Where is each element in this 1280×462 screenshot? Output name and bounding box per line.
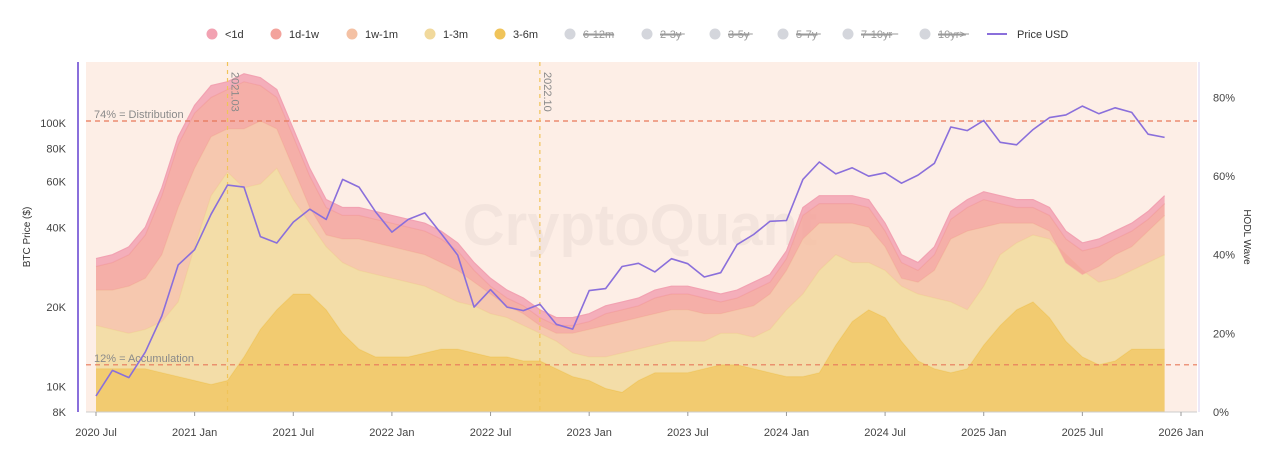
x-tick-6: 2023 Jul — [667, 427, 709, 439]
y-right-tick-0: 0% — [1213, 407, 1229, 419]
y-left-tick-2: 20K — [46, 302, 66, 314]
x-tick-3: 2022 Jan — [369, 427, 414, 439]
area-1d-1w — [96, 81, 1165, 334]
legend-label-2: 1w-1m — [365, 29, 398, 41]
legend-label-0: <1d — [225, 29, 244, 41]
reference-lines: 74% = Distribution 12% = Accumulation 2021… — [86, 62, 1197, 412]
reference-label-0: 74% = Distribution — [94, 109, 184, 121]
x-tick-2: 2021 Jul — [272, 427, 314, 439]
x-tick-10: 2025 Jul — [1062, 427, 1104, 439]
legend-label-10: 10yr> — [938, 29, 966, 41]
legend-label-11: Price USD — [1017, 29, 1068, 41]
legend-swatch-3 — [424, 28, 436, 40]
legend-swatch-4 — [494, 28, 506, 40]
legend-label-6: 2-3y — [660, 29, 682, 41]
x-tick-7: 2024 Jan — [764, 427, 809, 439]
x-tick-5: 2023 Jan — [567, 427, 612, 439]
area-1-3m — [96, 168, 1165, 393]
legend-label-1: 1d-1w — [289, 29, 319, 41]
legend-swatch-8 — [777, 28, 789, 40]
area-3-6m — [96, 294, 1165, 412]
legend-swatch-1 — [270, 28, 282, 40]
y-left-tick-5: 80K — [46, 143, 66, 155]
legend-label-8: 5-7y — [796, 29, 818, 41]
legend-label-5: 6-12m — [583, 29, 614, 41]
y-left-tick-3: 40K — [46, 223, 66, 235]
legend-swatch-6 — [641, 28, 653, 40]
legend-swatch-7 — [709, 28, 721, 40]
y-right-tick-2: 40% — [1213, 250, 1235, 262]
y-right-tick-1: 20% — [1213, 328, 1235, 340]
legend-swatch-2 — [346, 28, 358, 40]
y-right-tick-4: 80% — [1213, 92, 1235, 104]
area-edge-<1d — [95, 73, 1166, 319]
y-left-tick-4: 60K — [46, 176, 66, 188]
event-label-1: 2022.10 — [541, 72, 553, 112]
legend-label-7: 3-5y — [728, 29, 750, 41]
x-tick-0: 2020 Jul — [75, 427, 117, 439]
y-left-tick-0: 8K — [53, 407, 67, 419]
y-axis-left-title: BTC Price ($) — [22, 207, 33, 268]
legend-swatch-5 — [564, 28, 576, 40]
legend-swatch-0 — [206, 28, 218, 40]
y-right-tick-3: 60% — [1213, 171, 1235, 183]
y-left-tick-6: 100K — [40, 118, 66, 130]
price-series — [95, 105, 1165, 397]
x-tick-1: 2021 Jan — [172, 427, 217, 439]
x-tick-8: 2024 Jul — [864, 427, 906, 439]
legend-label-4: 3-6m — [513, 29, 538, 41]
y-left-tick-1: 10K — [46, 381, 66, 393]
y-axis-right-title: HODL Wave — [1241, 209, 1252, 265]
hodl-wave-areas — [95, 73, 1166, 412]
legend-swatch-10 — [919, 28, 931, 40]
axes: 8K 10K 20K 40K 60K 80K 100K 0% 20% 40% 60% 80% 2020 … — [40, 92, 1235, 439]
price-line — [95, 105, 1165, 397]
reference-label-1: 12% = Accumulation — [94, 353, 194, 365]
x-tick-9: 2025 Jan — [961, 427, 1006, 439]
area-<1d — [96, 73, 1165, 326]
chart-legend: <1d 1d-1w 1w-1m 1-3m 3-6m 6-12m 2-3y 3-5y 5-7y 7-… — [206, 28, 1068, 41]
legend-label-9: 7-10yr — [861, 29, 893, 41]
x-tick-11: 2026 Jan — [1158, 427, 1203, 439]
legend-swatch-9 — [842, 28, 854, 40]
event-label-0: 2021.03 — [229, 72, 241, 112]
x-tick-4: 2022 Jul — [470, 427, 512, 439]
legend-label-3: 1-3m — [443, 29, 468, 41]
